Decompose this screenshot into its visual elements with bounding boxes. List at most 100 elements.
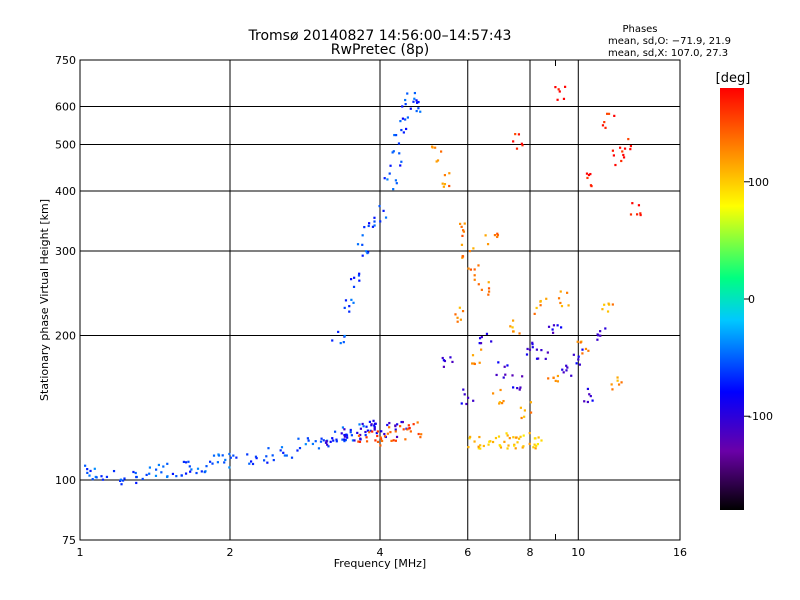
data-point — [635, 213, 639, 216]
data-point — [290, 456, 294, 459]
data-point — [415, 101, 419, 104]
data-point — [533, 312, 536, 315]
data-point — [373, 220, 376, 223]
data-point — [545, 297, 548, 300]
y-tick-label: 200 — [55, 330, 76, 343]
data-point — [518, 332, 521, 335]
data-point — [487, 290, 491, 293]
data-point — [121, 479, 125, 482]
data-point — [404, 103, 407, 106]
data-point — [271, 454, 274, 457]
chart-subtitle: RwPretec (8p) — [331, 42, 429, 58]
data-point — [493, 234, 497, 237]
data-point — [506, 447, 509, 450]
data-point — [358, 440, 362, 443]
data-point — [86, 468, 89, 471]
data-point — [621, 150, 624, 153]
data-point — [531, 343, 534, 346]
data-point — [566, 366, 569, 369]
data-point — [610, 383, 613, 386]
data-point — [208, 460, 212, 463]
data-point — [404, 118, 407, 121]
data-point — [373, 216, 376, 219]
data-point — [395, 182, 398, 185]
data-point — [511, 374, 514, 377]
data-point — [503, 440, 506, 443]
data-point — [499, 388, 502, 392]
data-point — [419, 110, 422, 113]
data-point — [603, 121, 606, 124]
data-point — [394, 179, 397, 182]
data-point — [517, 133, 521, 136]
data-point — [442, 365, 446, 368]
colorbar-label: [deg] — [716, 71, 751, 86]
data-point — [461, 256, 464, 259]
data-point — [523, 409, 526, 412]
y-axis-ticks: 75 100 200 300 400 500 600 750 — [55, 54, 76, 547]
data-point — [366, 251, 369, 255]
data-point — [389, 164, 392, 167]
data-point — [349, 278, 353, 281]
data-point — [333, 430, 337, 433]
data-point — [341, 438, 344, 441]
data-point — [463, 222, 466, 225]
data-point — [175, 475, 178, 478]
data-point — [533, 437, 536, 440]
data-point — [535, 357, 539, 360]
data-point — [376, 430, 379, 433]
y-tick-label: 500 — [55, 139, 76, 152]
data-point — [552, 324, 556, 327]
data-point — [352, 285, 356, 288]
data-point — [365, 250, 368, 253]
data-point — [416, 421, 419, 424]
data-point — [361, 234, 364, 237]
data-point — [449, 356, 452, 359]
data-point — [531, 341, 534, 344]
data-point — [639, 212, 642, 215]
data-point — [154, 474, 158, 477]
data-point — [343, 438, 346, 441]
data-point — [554, 379, 557, 383]
data-point — [441, 182, 444, 185]
data-point — [441, 356, 444, 360]
data-point — [491, 392, 495, 395]
data-point — [325, 440, 328, 443]
data-point — [623, 147, 627, 150]
data-point — [477, 445, 480, 448]
data-point — [101, 478, 105, 481]
data-point — [162, 465, 165, 468]
data-point — [317, 447, 321, 450]
data-point — [349, 428, 352, 432]
data-point — [504, 373, 507, 376]
data-point — [528, 348, 532, 351]
data-point — [405, 127, 408, 131]
data-point — [400, 160, 403, 163]
data-point — [319, 440, 323, 443]
data-point — [448, 172, 451, 175]
data-point — [359, 433, 362, 437]
data-point — [478, 342, 481, 345]
data-point — [485, 332, 489, 335]
data-point — [407, 424, 410, 427]
data-point — [618, 146, 622, 149]
data-point — [406, 92, 409, 95]
data-point — [394, 428, 397, 431]
colorbar-ticks: 100 0 -100 — [744, 176, 773, 423]
data-point — [331, 339, 334, 342]
data-point — [479, 342, 483, 345]
data-point — [494, 436, 498, 440]
data-point — [540, 349, 543, 352]
data-point — [616, 376, 619, 379]
data-point — [232, 454, 235, 457]
data-point — [399, 425, 402, 428]
data-point — [616, 379, 619, 382]
data-point — [622, 153, 625, 157]
data-point — [171, 472, 175, 476]
data-point — [461, 255, 465, 258]
data-point — [533, 443, 536, 446]
data-point — [157, 463, 161, 467]
data-point — [522, 434, 525, 437]
data-point — [556, 98, 559, 101]
data-point — [577, 358, 580, 361]
data-point — [479, 444, 482, 447]
